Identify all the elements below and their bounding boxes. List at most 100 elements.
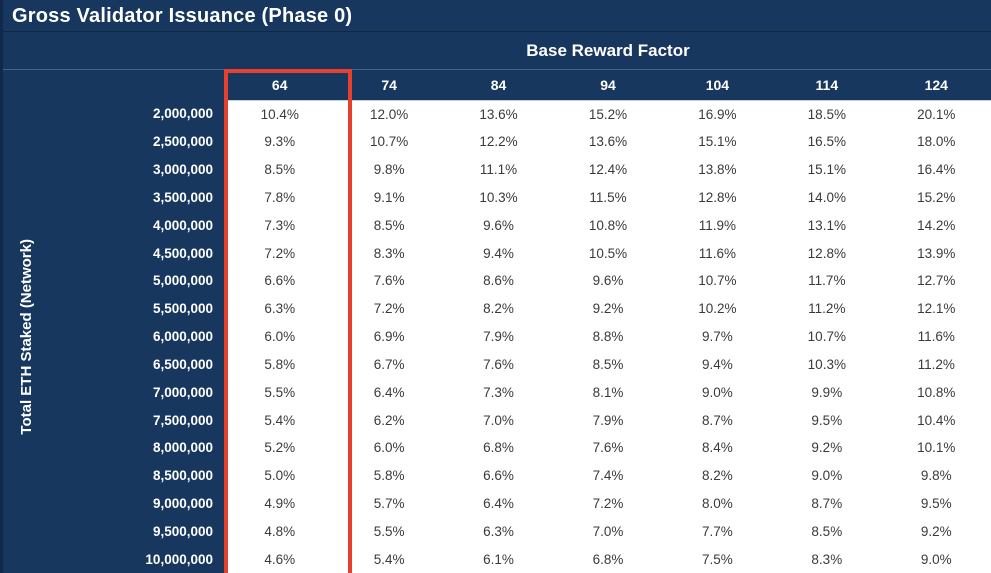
column-header-64: 64 — [271, 77, 288, 93]
data-cell: 6.6% — [264, 273, 296, 289]
row-label: 2,000,000 — [3, 100, 225, 128]
data-cell: 16.9% — [698, 106, 737, 122]
row-label: 6,500,000 — [3, 350, 225, 379]
column-group-header: Base Reward Factor — [225, 32, 991, 69]
data-cell: 7.8% — [264, 189, 296, 205]
data-cell: 7.2% — [373, 301, 405, 317]
data-cell: 10.8% — [588, 217, 628, 233]
row-cells: 4.6% 5.4% 6.1% 6.8% 7.5% 8.3% 9.0% — [225, 545, 991, 573]
table-row: 9,000,000 4.9% 5.7% 6.4% 7.2% 8.0% 8.7% 9.5% — [3, 489, 991, 518]
data-cell: 8.5% — [373, 217, 405, 233]
data-cell: 8.4% — [702, 440, 733, 456]
table-row: 7,000,000 5.5% 6.4% 7.3% 8.1% 9.0% 9.9% 10.8% — [3, 378, 991, 407]
data-cell: 9.2% — [920, 523, 952, 539]
data-cell: 18.5% — [807, 106, 846, 122]
data-cell: 18.0% — [917, 134, 956, 150]
data-cell: 15.2% — [917, 189, 956, 205]
data-cell: 9.8% — [920, 468, 952, 484]
row-label: 9,500,000 — [3, 517, 225, 546]
row-cells: 5.4% 6.2% 7.0% 7.9% 8.7% 9.5% 10.4% — [225, 406, 991, 434]
data-cell: 7.6% — [373, 273, 405, 289]
table-row: 10,000,000 4.6% 5.4% 6.1% 6.8% 7.5% 8.3% 9.0% — [3, 545, 991, 573]
data-cell: 8.2% — [483, 301, 514, 317]
column-header-124: 124 — [924, 77, 948, 93]
table-row: 6,500,000 5.8% 6.7% 7.6% 8.5% 9.4% 10.3% 11.2% — [3, 350, 991, 379]
data-cell: 8.3% — [811, 551, 843, 567]
data-cell: 15.2% — [588, 106, 628, 122]
data-cell: 9.1% — [373, 189, 405, 205]
data-cell: 9.8% — [373, 162, 405, 178]
data-cell: 8.5% — [592, 356, 624, 372]
table-row: 3,000,000 8.5% 9.8% 11.1% 12.4% 13.8% 15.1% 16.… — [3, 155, 991, 184]
data-cell: 10.7% — [807, 329, 846, 345]
data-cell: 12.7% — [917, 273, 956, 289]
row-cells: 8.5% 9.8% 11.1% 12.4% 13.8% 15.1% 16.4% — [225, 155, 991, 184]
row-cells: 6.0% 6.9% 7.9% 8.8% 9.7% 10.7% 11.6% — [225, 322, 991, 351]
data-cell: 9.0% — [920, 551, 952, 567]
data-cell: 5.7% — [373, 496, 405, 511]
column-headers: 64 74 84 94 104 114 124 — [3, 69, 991, 100]
data-cell: 10.3% — [807, 356, 846, 372]
row-cells: 7.8% 9.1% 10.3% 11.5% 12.8% 14.0% 15.2% — [225, 183, 991, 212]
row-cells: 6.3% 7.2% 8.2% 9.2% 10.2% 11.2% 12.1% — [225, 294, 991, 323]
data-cell: 9.5% — [920, 496, 952, 511]
data-cell: 13.6% — [479, 106, 518, 122]
data-cell: 6.2% — [373, 412, 405, 428]
row-label: 3,000,000 — [3, 155, 225, 184]
data-cell: 12.4% — [588, 162, 628, 178]
data-cell: 9.2% — [811, 440, 843, 456]
data-cell: 12.1% — [917, 301, 956, 317]
table-body: 2,000,000 10.4% 12.0% 13.6% 15.2% 16.9% 18.5% 2… — [3, 100, 991, 573]
data-cell: 5.5% — [264, 384, 296, 400]
data-cell: 4.9% — [264, 496, 296, 511]
data-cell: 6.9% — [373, 329, 405, 345]
data-cell: 6.6% — [483, 468, 514, 484]
data-cell: 5.2% — [264, 440, 296, 456]
data-cell: 11.9% — [698, 217, 737, 233]
column-header-84: 84 — [490, 77, 507, 93]
data-cell: 8.8% — [592, 329, 624, 345]
data-cell: 11.6% — [698, 245, 737, 261]
data-cell: 6.1% — [483, 551, 514, 567]
data-cell: 6.7% — [373, 356, 405, 372]
table-row: 7,500,000 5.4% 6.2% 7.0% 7.9% 8.7% 9.5% 10.4% — [3, 406, 991, 434]
data-cell: 9.6% — [483, 217, 514, 233]
row-cells: 4.8% 5.5% 6.3% 7.0% 7.7% 8.5% 9.2% — [225, 517, 991, 546]
data-cell: 16.5% — [807, 134, 846, 150]
data-cell: 7.7% — [702, 523, 733, 539]
table-row: 6,000,000 6.0% 6.9% 7.9% 8.8% 9.7% 10.7% 11.6% — [3, 322, 991, 351]
column-header-114: 114 — [815, 77, 839, 93]
data-cell: 20.1% — [917, 106, 956, 122]
data-cell: 5.4% — [373, 551, 405, 567]
row-label: 8,000,000 — [3, 433, 225, 462]
data-cell: 6.0% — [264, 329, 296, 345]
data-cell: 15.1% — [698, 134, 737, 150]
table-row: 9,500,000 4.8% 5.5% 6.3% 7.0% 7.7% 8.5% 9.2% — [3, 517, 991, 546]
row-label: 5,000,000 — [3, 266, 225, 295]
data-cell: 8.5% — [811, 523, 843, 539]
row-label: 10,000,000 — [3, 545, 225, 573]
data-cell: 7.4% — [592, 468, 624, 484]
data-cell: 8.5% — [264, 162, 296, 178]
data-cell: 7.2% — [592, 496, 624, 511]
row-label: 7,500,000 — [3, 406, 225, 434]
row-cells: 7.2% 8.3% 9.4% 10.5% 11.6% 12.8% 13.9% — [225, 239, 991, 267]
data-cell: 4.6% — [264, 551, 296, 567]
data-cell: 6.8% — [592, 551, 624, 567]
data-cell: 10.7% — [369, 134, 409, 150]
row-label: 5,500,000 — [3, 294, 225, 323]
data-cell: 6.8% — [483, 440, 514, 456]
data-cell: 6.4% — [483, 496, 514, 511]
data-cell: 9.4% — [702, 356, 733, 372]
data-cell: 8.2% — [702, 468, 733, 484]
data-cell: 5.8% — [373, 468, 405, 484]
column-header-104: 104 — [705, 77, 730, 93]
row-cells: 5.8% 6.7% 7.6% 8.5% 9.4% 10.3% 11.2% — [225, 350, 991, 379]
row-cells: 9.3% 10.7% 12.2% 13.6% 15.1% 16.5% 18.0% — [225, 127, 991, 156]
data-cell: 12.0% — [369, 106, 409, 122]
table-row: 5,500,000 6.3% 7.2% 8.2% 9.2% 10.2% 11.2% 12.1% — [3, 294, 991, 323]
row-cells: 4.9% 5.7% 6.4% 7.2% 8.0% 8.7% 9.5% — [225, 489, 991, 518]
data-cell: 10.8% — [917, 384, 956, 400]
table-row: 4,500,000 7.2% 8.3% 9.4% 10.5% 11.6% 12.8% 13.9… — [3, 239, 991, 267]
data-cell: 11.7% — [808, 273, 846, 289]
